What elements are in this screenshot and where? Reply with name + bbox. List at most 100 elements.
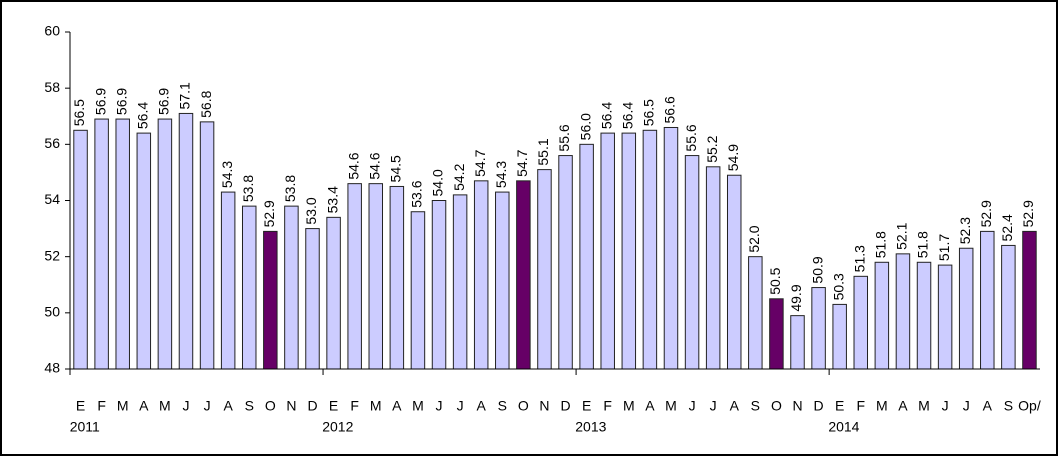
x-tick-label: D [307,398,317,414]
x-tick-label: S [245,398,254,414]
bar [748,256,763,370]
x-tick-label: A [477,398,487,414]
bar [895,253,911,370]
bar [980,230,995,370]
x-tick-label: F [603,398,612,414]
bar [516,180,531,370]
value-label: 50.3 [830,273,846,300]
x-tick-label: D [560,398,570,414]
value-label: 54.5 [388,155,404,182]
bar [726,174,742,370]
bar [199,121,215,370]
x-tick-label: M [370,398,382,414]
bar [368,183,384,370]
bar [73,129,88,370]
x-tick-label: A [983,398,993,414]
bar [431,200,447,370]
y-tick-label: 50 [44,304,60,320]
bar [642,129,658,370]
value-label: 52.9 [1020,200,1036,227]
x-tick-label: S [498,398,507,414]
bar [157,118,173,370]
bar [347,183,362,370]
bar [473,180,489,370]
value-label: 56.4 [135,102,151,129]
value-label: 55.1 [535,138,551,165]
bar [326,216,341,370]
x-tick-label: N [792,398,802,414]
value-label: 54.9 [725,144,741,171]
y-tick-label: 60 [44,23,60,39]
value-label: 54.7 [472,149,488,176]
x-tick-label: M [876,398,888,414]
x-tick-label: F [350,398,359,414]
value-label: 52.4 [999,214,1015,241]
value-label: 52.0 [746,225,762,252]
value-label: 56.5 [641,99,657,126]
y-tick-label: 56 [44,135,60,151]
bar [916,261,932,370]
bar [241,205,257,370]
bar [937,264,953,370]
value-label: 54.3 [493,161,509,188]
group-label: 2014 [828,419,859,435]
bar [832,303,847,370]
bar [220,191,236,370]
x-tick-label: A [730,398,740,414]
value-label: 55.6 [683,124,699,151]
y-tick-label: 52 [44,247,60,263]
x-tick-label: J [436,398,443,414]
bar [94,118,109,370]
bar [1001,244,1016,370]
x-tick-label: J [457,398,464,414]
group-label: 2013 [575,419,606,435]
group-label: 2011 [70,419,100,435]
bar [811,287,826,370]
x-tick-label: J [689,398,696,414]
value-label: 53.6 [409,180,425,207]
value-label: 54.0 [430,169,446,196]
x-tick-label: S [751,398,760,414]
x-tick-label: J [710,398,717,414]
x-tick-label: E [582,398,591,414]
value-label: 54.2 [451,163,467,190]
x-tick-label: N [286,398,296,414]
bar [663,126,679,370]
x-tick-label: J [963,398,970,414]
value-label: 52.9 [978,200,994,227]
x-tick-label: M [159,398,171,414]
bar [1022,230,1037,370]
value-label: 50.5 [767,267,783,294]
bar [790,315,805,370]
value-label: 56.6 [662,96,678,123]
value-label: 54.3 [219,161,235,188]
bar [305,228,320,370]
x-tick-label: O [771,398,782,414]
value-label: 51.7 [936,234,952,261]
group-label: 2012 [322,419,353,435]
value-label: 56.9 [156,88,172,115]
x-tick-label: J [182,398,189,414]
x-tick-label: F [856,398,865,414]
value-label: 57.1 [177,82,193,109]
value-label: 53.8 [240,175,256,202]
x-tick-label: S [1004,398,1013,414]
value-label: 51.3 [851,245,867,272]
value-label: 53.4 [324,186,340,213]
bar [558,155,573,370]
x-tick-label: A [139,398,149,414]
bar [115,118,130,370]
value-label: 50.9 [809,256,825,283]
bar [769,298,784,370]
x-tick-label: F [97,398,106,414]
value-label: 56.9 [92,88,108,115]
x-tick-label: J [204,398,211,414]
x-tick-label: E [76,398,85,414]
bar [579,143,594,370]
x-tick-label: M [918,398,930,414]
x-tick-label: M [665,398,677,414]
value-label: 56.9 [113,88,129,115]
value-label: 52.9 [261,200,277,227]
bar [136,132,152,370]
